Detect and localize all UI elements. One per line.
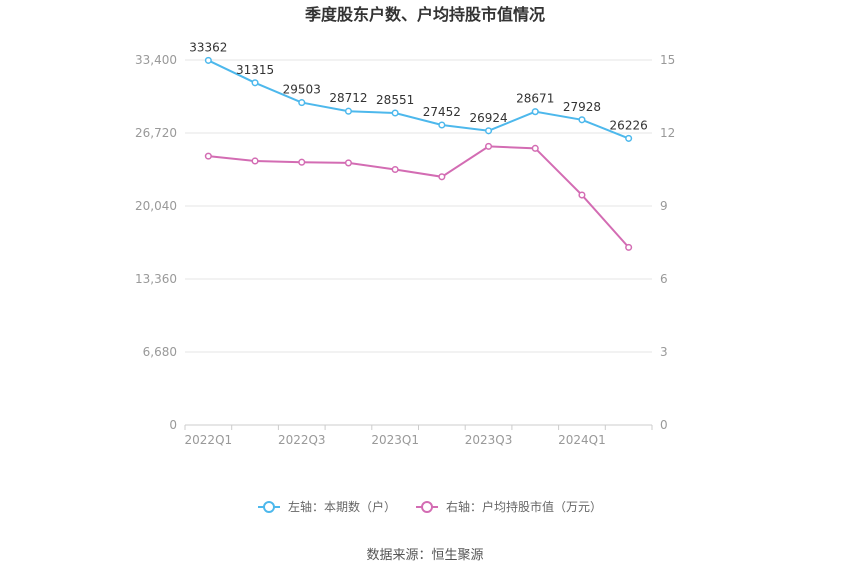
left-axis-ticks: 0 6,680 13,360 20,040 26,720 33,400 xyxy=(135,53,177,432)
x-tick-label: 2023Q3 xyxy=(465,433,513,447)
series-line-1 xyxy=(207,59,630,140)
data-label: 28551 xyxy=(376,93,414,107)
series-2-point xyxy=(204,152,212,160)
x-tick-label: 2022Q1 xyxy=(185,433,233,447)
series-line-2 xyxy=(208,145,630,249)
data-label: 26226 xyxy=(610,118,648,132)
legend: 左轴：本期数（户） 右轴：户均持股市值（万元） xyxy=(258,499,602,514)
legend-marker-1 xyxy=(263,501,275,513)
data-label: 27928 xyxy=(563,100,601,114)
right-tick-label: 15 xyxy=(660,53,675,67)
series-1-point xyxy=(251,79,259,87)
grid xyxy=(185,59,652,426)
left-tick-label: 13,360 xyxy=(135,272,177,286)
legend-label-2: 右轴：户均持股市值（万元） xyxy=(446,499,602,514)
x-axis-ticks: 2022Q1 2022Q3 2023Q1 2023Q3 2024Q1 xyxy=(184,425,653,447)
data-label: 28712 xyxy=(329,91,367,105)
left-tick-label: 20,040 xyxy=(135,199,177,213)
series-2-point xyxy=(391,165,399,174)
series-1-point xyxy=(298,99,306,107)
data-label: 26924 xyxy=(469,111,507,125)
right-tick-label: 0 xyxy=(660,418,668,432)
series-1-point xyxy=(578,116,586,124)
legend-marker-2 xyxy=(421,501,434,513)
left-tick-label: 6,680 xyxy=(143,345,177,359)
data-label: 28671 xyxy=(516,92,554,106)
right-tick-label: 9 xyxy=(660,199,668,213)
right-tick-label: 6 xyxy=(660,272,668,286)
series-2-point xyxy=(578,191,586,199)
left-tick-label: 26,720 xyxy=(135,126,177,140)
series-1-point xyxy=(438,121,446,129)
data-label: 33362 xyxy=(189,40,227,54)
source-note: 数据来源：恒生聚源 xyxy=(366,548,483,563)
series-1-point xyxy=(391,109,399,117)
series-1-point xyxy=(531,108,539,116)
data-label: 31315 xyxy=(236,63,274,77)
series-1-point xyxy=(344,107,353,115)
series-2-point xyxy=(344,159,353,167)
x-tick-label: 2024Q1 xyxy=(558,433,606,447)
series-2-point xyxy=(251,157,259,165)
chart-title: 季度股东户数、户均持股市值情况 xyxy=(304,5,545,24)
series-2-point xyxy=(298,158,306,166)
right-tick-label: 12 xyxy=(660,126,675,140)
series-2-point xyxy=(625,243,633,251)
series-1-point xyxy=(625,134,633,142)
series-layer: 33362 31315 29503 28712 28551 27452 26924 28671… xyxy=(189,40,648,251)
right-axis-ticks: 0 3 6 9 12 15 xyxy=(660,53,675,432)
x-tick-label: 2023Q1 xyxy=(371,433,419,447)
series-2-point xyxy=(438,173,446,181)
left-tick-label: 33,400 xyxy=(135,53,177,67)
left-tick-label: 0 xyxy=(169,418,177,432)
series-2-point xyxy=(531,144,539,152)
x-tick-label: 2022Q3 xyxy=(278,433,326,447)
series-1-point xyxy=(204,56,212,64)
data-label: 27452 xyxy=(423,105,461,119)
series-1-point xyxy=(485,127,493,135)
legend-label-1: 左轴：本期数（户） xyxy=(288,499,396,514)
right-tick-label: 3 xyxy=(660,345,668,359)
data-label: 29503 xyxy=(283,83,321,97)
series-2-point xyxy=(485,142,493,150)
